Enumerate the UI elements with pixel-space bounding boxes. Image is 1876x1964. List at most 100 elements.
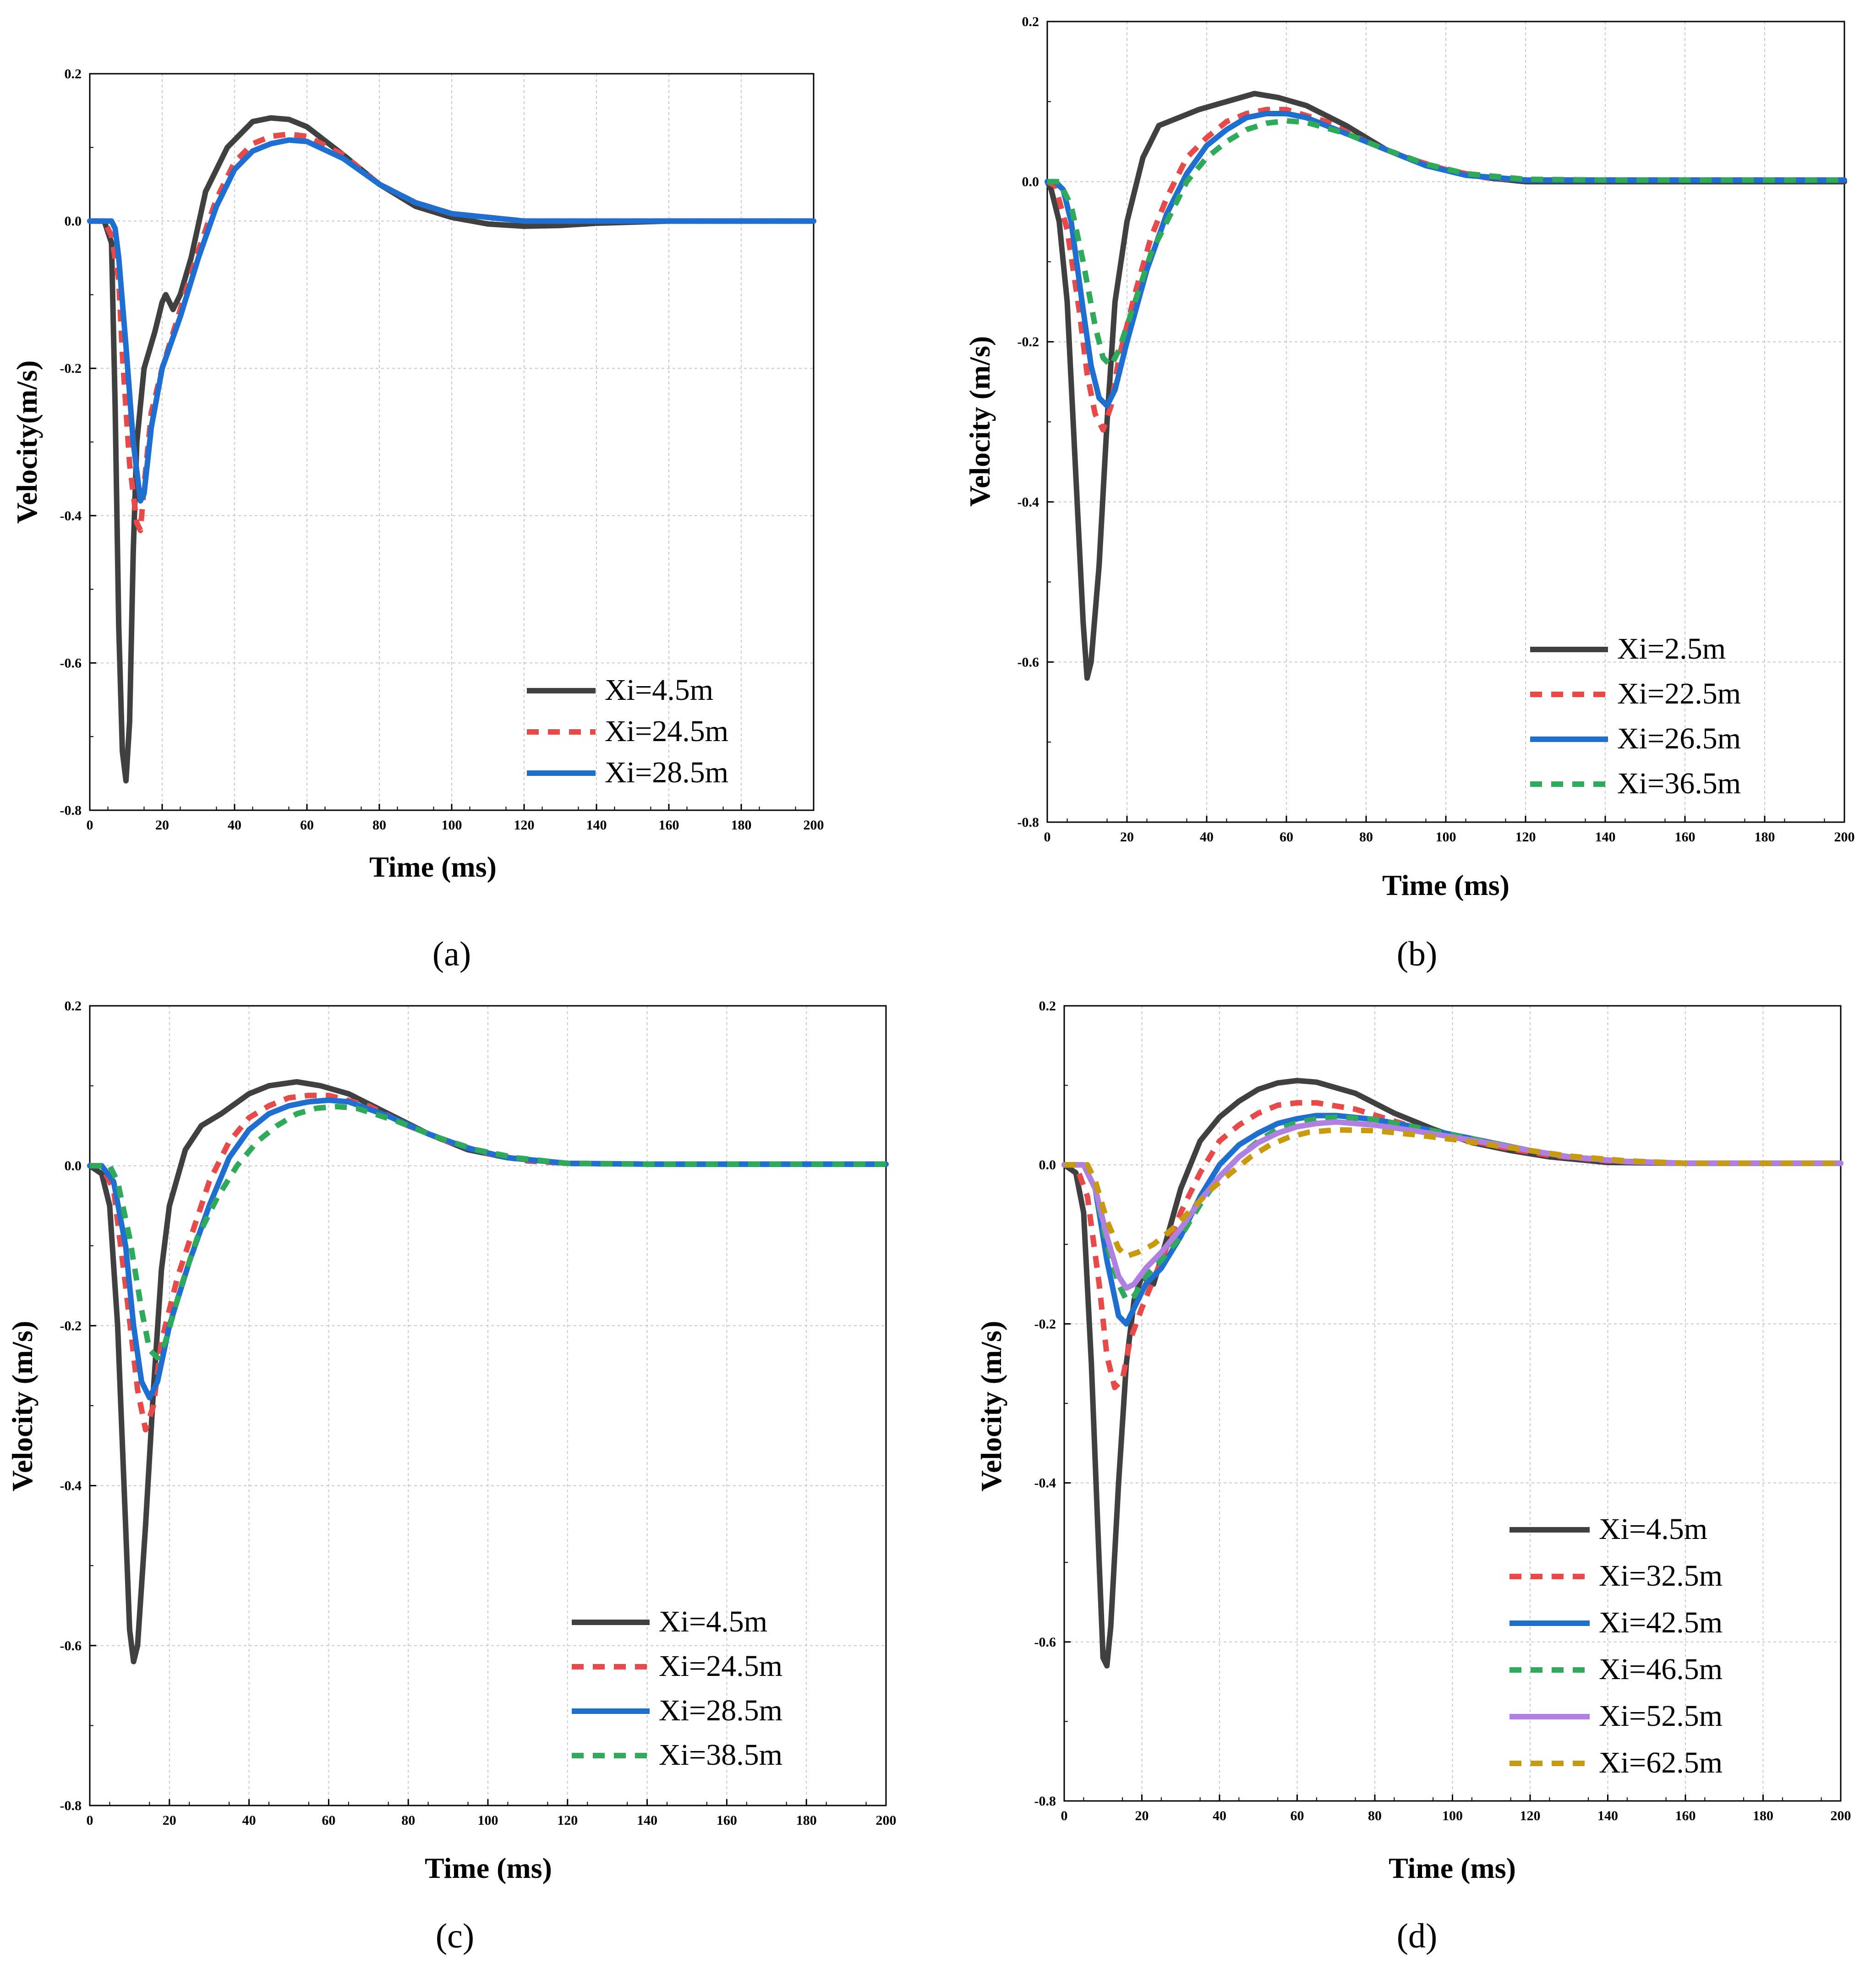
panel-b-legend: Xi=2.5m Xi=22.5m Xi=26.5m Xi=36.5m	[1530, 632, 1741, 800]
legend-label-3: Xi=42.5m	[1599, 1606, 1723, 1639]
x-tick-label: 80	[372, 818, 386, 833]
x-tick-label: 180	[1755, 829, 1775, 845]
panel-c: 0 20 40 60 80 100 120 140 160 180 200 0.2 0.0 -0.2 -0.…	[6, 998, 897, 1955]
x-tick-label: 20	[155, 818, 169, 833]
panel-a: 0 20 40 60 80 100 120 140 160 180 200 0.2 0.0 -0.2 -0.…	[11, 66, 824, 973]
panel-b-series	[1045, 91, 1847, 681]
legend-label-5: Xi=52.5m	[1599, 1699, 1723, 1733]
x-tick-label: 100	[478, 1813, 498, 1828]
x-tick-label: 160	[716, 1813, 737, 1828]
y-tick-label: -0.8	[1034, 1794, 1056, 1809]
legend-label-4: Xi=38.5m	[659, 1738, 782, 1772]
x-tick-label: 140	[637, 1813, 657, 1828]
x-tick-label: 60	[1280, 829, 1293, 845]
x-tick-label: 120	[557, 1813, 578, 1828]
legend-label-1: Xi=4.5m	[605, 673, 713, 707]
x-tick-label: 200	[1831, 1808, 1851, 1823]
x-tick-label: 60	[322, 1813, 335, 1828]
panel-b-grid	[1047, 22, 1844, 822]
x-tick-label: 40	[228, 818, 241, 833]
panel-c-y-axis-title: Velocity (m/s)	[6, 1321, 38, 1492]
x-tick-label: 100	[442, 818, 462, 833]
x-tick-label: 100	[1436, 829, 1456, 845]
legend-label-4: Xi=36.5m	[1617, 767, 1741, 800]
x-tick-label: 140	[1597, 1808, 1618, 1823]
x-tick-label: 60	[1291, 1808, 1304, 1823]
panel-b-y-axis-title: Velocity (m/s)	[963, 336, 996, 507]
y-tick-label: -0.4	[60, 508, 82, 524]
y-tick-label: -0.6	[1034, 1635, 1056, 1650]
panel-c-x-axis-title: Time (ms)	[425, 1852, 552, 1884]
legend-label-2: Xi=22.5m	[1617, 677, 1741, 710]
y-tick-label: -0.6	[60, 1638, 82, 1653]
y-tick-label: -0.8	[60, 1798, 82, 1813]
x-tick-label: 160	[659, 818, 679, 833]
panel-a-legend: Xi=4.5m Xi=24.5m Xi=28.5m	[527, 673, 728, 789]
x-tick-label: 100	[1442, 1808, 1463, 1823]
series-line-1	[87, 115, 816, 784]
legend-label-3: Xi=28.5m	[605, 756, 728, 789]
x-tick-label: 120	[514, 818, 535, 833]
y-tick-label: -0.4	[1017, 495, 1039, 510]
legend-label-2: Xi=32.5m	[1599, 1559, 1723, 1593]
y-tick-label: -0.8	[60, 803, 82, 818]
panel-a-grid	[90, 74, 814, 810]
y-tick-label: -0.2	[1034, 1316, 1056, 1331]
y-tick-label: -0.8	[1017, 815, 1039, 830]
series-line-4	[1047, 118, 1844, 369]
y-tick-label: 0.0	[65, 1158, 82, 1173]
legend-label-2: Xi=24.5m	[659, 1649, 782, 1683]
x-tick-label: 160	[1675, 829, 1696, 845]
panel-b-x-axis-title: Time (ms)	[1382, 869, 1510, 901]
legend-label-4: Xi=46.5m	[1599, 1653, 1723, 1686]
x-tick-label: 80	[1368, 1808, 1382, 1823]
y-tick-label: -0.4	[60, 1478, 82, 1494]
x-tick-label: 40	[1213, 1808, 1226, 1823]
x-tick-label: 200	[804, 818, 824, 833]
x-tick-label: 180	[796, 1813, 817, 1828]
y-tick-label: -0.4	[1034, 1476, 1056, 1491]
x-tick-label: 200	[876, 1813, 897, 1828]
panel-c-legend: Xi=4.5m Xi=24.5m Xi=28.5m Xi=38.5m	[572, 1605, 782, 1772]
y-tick-label: 0.0	[65, 214, 82, 229]
x-tick-label: 60	[300, 818, 314, 833]
series-line-4	[90, 1104, 886, 1361]
x-tick-label: 20	[1120, 829, 1134, 845]
panel-c-caption: (c)	[436, 1917, 474, 1955]
legend-label-6: Xi=62.5m	[1599, 1746, 1723, 1779]
x-tick-label: 0	[1044, 829, 1051, 845]
y-tick-label: 0.2	[1039, 998, 1056, 1014]
panel-a-x-axis-title: Time (ms)	[369, 851, 497, 883]
series-line-3	[87, 137, 816, 504]
legend-label-1: Xi=4.5m	[1599, 1512, 1707, 1546]
y-tick-label: -0.6	[60, 655, 82, 671]
y-tick-label: -0.2	[60, 1318, 82, 1333]
y-tick-label: 0.0	[1022, 175, 1039, 190]
x-tick-label: 120	[1515, 829, 1536, 845]
x-tick-label: 20	[1135, 1808, 1149, 1823]
legend-label-1: Xi=4.5m	[659, 1605, 767, 1638]
x-tick-label: 40	[242, 1813, 256, 1828]
panel-d-x-axis-title: Time (ms)	[1389, 1852, 1516, 1884]
x-tick-label: 0	[87, 1813, 93, 1828]
series-line-2	[1064, 1100, 1841, 1391]
y-tick-label: -0.6	[1017, 655, 1039, 670]
panel-d-series	[1061, 1078, 1843, 1669]
panel-a-ticks: 0 20 40 60 80 100 120 140 160 180 200 0.2 0.0 -0.2 -0.…	[60, 66, 824, 833]
series-line-6	[1064, 1127, 1841, 1259]
panel-c-series	[87, 1079, 889, 1664]
legend-label-1: Xi=2.5m	[1617, 632, 1726, 666]
x-tick-label: 180	[1753, 1808, 1773, 1823]
x-tick-label: 200	[1834, 829, 1855, 845]
x-tick-label: 80	[1359, 829, 1373, 845]
legend-label-2: Xi=24.5m	[605, 715, 728, 748]
x-tick-label: 180	[731, 818, 752, 833]
x-tick-label: 0	[87, 818, 93, 833]
y-tick-label: -0.2	[60, 361, 82, 376]
panel-d-caption: (d)	[1397, 1917, 1438, 1955]
panel-c-grid	[90, 1006, 886, 1806]
y-tick-label: -0.2	[1017, 334, 1039, 349]
y-tick-label: 0.0	[1039, 1157, 1056, 1173]
panel-b-caption: (b)	[1397, 935, 1438, 973]
